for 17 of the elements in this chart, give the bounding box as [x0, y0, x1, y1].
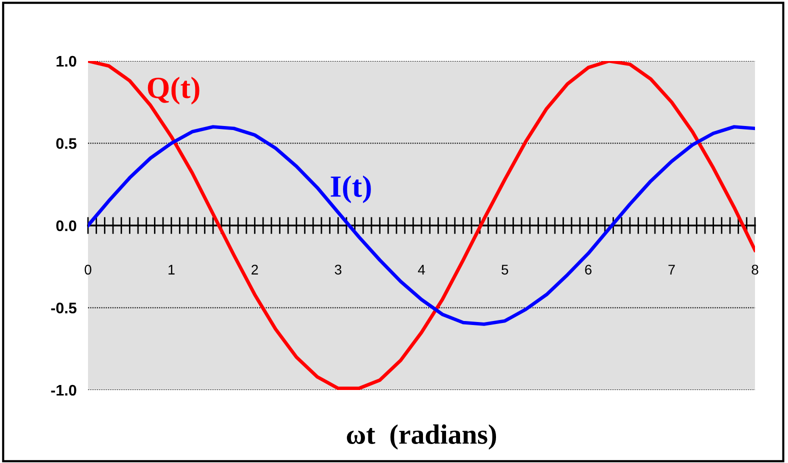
x-tick-label: 2: [252, 264, 258, 274]
series-label: I(t): [330, 175, 371, 204]
x-tick-label: 5: [502, 264, 508, 275]
x-tick-label: 4: [418, 264, 425, 274]
x-tick-label: 0: [84, 264, 92, 275]
series-label: Q(t): [148, 76, 200, 104]
x-tick-label: 6: [585, 264, 592, 275]
y-tick-label: -0.5: [51, 302, 76, 314]
x-axis-title: ωt (radians): [346, 424, 496, 450]
y-tick-label: 1.0: [56, 56, 76, 67]
y-tick-label: 0.5: [56, 138, 76, 149]
y-tick-label: 0.0: [56, 220, 76, 232]
x-tick-label: 3: [334, 264, 342, 275]
x-tick-label: 8: [752, 264, 758, 275]
y-tick-label: -1.0: [51, 384, 76, 396]
x-tick-label: 1: [168, 264, 175, 274]
x-tick-label: 7: [668, 264, 675, 274]
